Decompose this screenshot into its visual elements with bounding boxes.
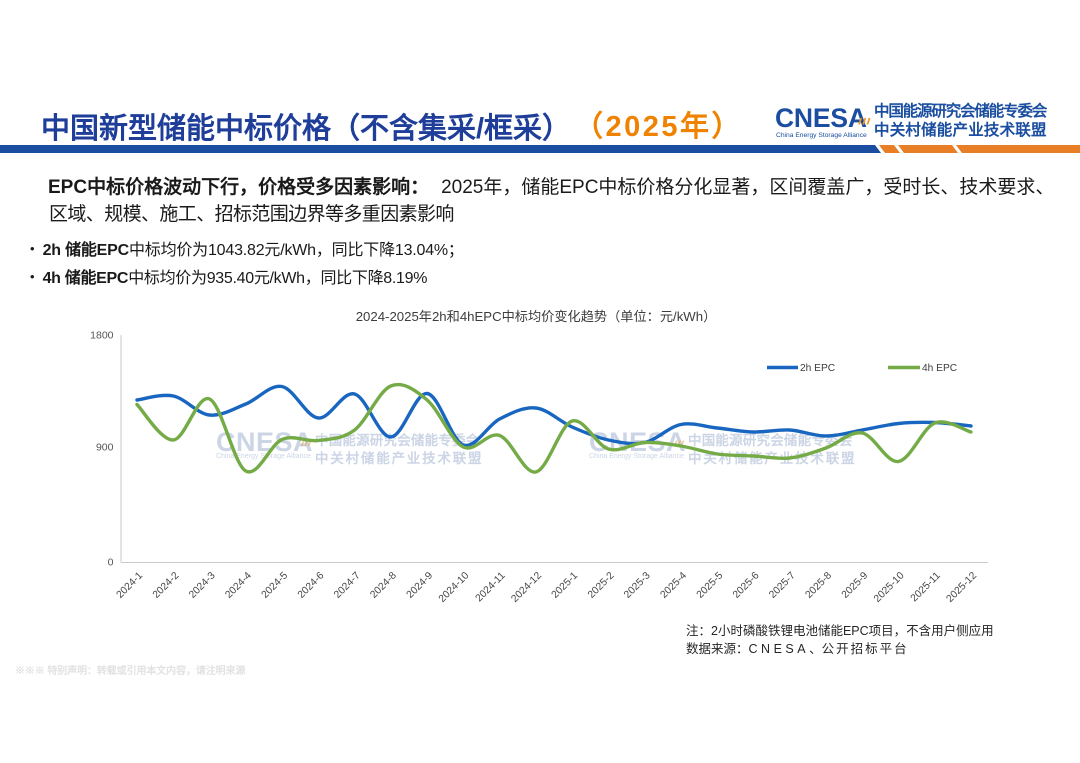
svg-text:2025-9: 2025-9 bbox=[840, 570, 871, 601]
svg-text:2025-5: 2025-5 bbox=[695, 570, 726, 601]
svg-text:2h EPC: 2h EPC bbox=[800, 363, 835, 374]
svg-text:2024-7: 2024-7 bbox=[332, 570, 363, 601]
svg-text:2024-4: 2024-4 bbox=[223, 570, 254, 601]
svg-text:2025-3: 2025-3 bbox=[622, 570, 653, 601]
svg-text:2025-1: 2025-1 bbox=[550, 570, 581, 601]
svg-text:2024-2: 2024-2 bbox=[151, 570, 182, 601]
svg-text:2025-8: 2025-8 bbox=[804, 570, 835, 601]
svg-text:2024-10: 2024-10 bbox=[437, 570, 472, 605]
svg-text:2025-7: 2025-7 bbox=[767, 570, 798, 601]
svg-text:2024-9: 2024-9 bbox=[405, 570, 436, 601]
svg-text:2024-11: 2024-11 bbox=[474, 570, 508, 604]
svg-text:2025-6: 2025-6 bbox=[731, 570, 762, 601]
svg-text:2025-11: 2025-11 bbox=[909, 570, 943, 604]
svg-text:2024-3: 2024-3 bbox=[187, 570, 218, 601]
svg-text:2025-2: 2025-2 bbox=[586, 570, 617, 601]
svg-text:4h EPC: 4h EPC bbox=[922, 363, 957, 374]
svg-text:2025-12: 2025-12 bbox=[945, 570, 980, 605]
svg-text:900: 900 bbox=[96, 442, 114, 454]
svg-text:1800: 1800 bbox=[90, 330, 114, 342]
svg-text:0: 0 bbox=[108, 557, 114, 569]
svg-text:2024-8: 2024-8 bbox=[368, 570, 399, 601]
svg-text:2024-6: 2024-6 bbox=[296, 570, 327, 601]
svg-text:2025-10: 2025-10 bbox=[872, 570, 907, 605]
svg-text:2025-4: 2025-4 bbox=[659, 570, 690, 601]
svg-text:2024-1: 2024-1 bbox=[115, 570, 146, 601]
svg-text:2024-5: 2024-5 bbox=[260, 570, 291, 601]
svg-text:2024-12: 2024-12 bbox=[510, 570, 545, 605]
